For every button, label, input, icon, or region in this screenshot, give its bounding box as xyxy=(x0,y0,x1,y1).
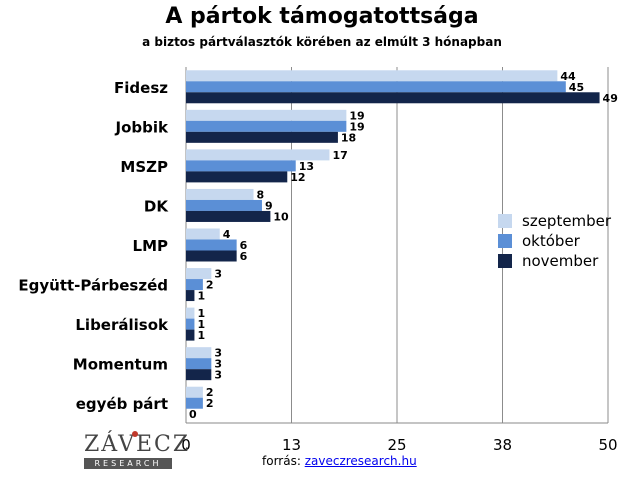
category-label: egyéb párt xyxy=(76,395,168,413)
source-link[interactable]: zaveczresearch.hu xyxy=(304,454,417,468)
legend-swatch xyxy=(498,254,512,268)
data-label: 8 xyxy=(257,188,265,201)
zavecz-research-logo: ZÁVECZ RESEARCH xyxy=(84,431,191,473)
data-label: 3 xyxy=(214,347,222,360)
data-label: 19 xyxy=(349,120,364,133)
data-label: 18 xyxy=(341,131,356,144)
bar xyxy=(186,358,212,370)
bar xyxy=(186,81,566,93)
bar xyxy=(186,92,600,104)
bar xyxy=(186,318,195,330)
bar xyxy=(186,109,347,121)
bar xyxy=(186,70,558,82)
data-label: 17 xyxy=(332,149,347,162)
source-note: forrás: zaveczresearch.hu xyxy=(262,454,417,468)
bar xyxy=(186,149,330,161)
legend-label: november xyxy=(522,252,599,270)
category-label: Fidesz xyxy=(114,79,168,97)
data-label: 19 xyxy=(349,109,364,122)
bar xyxy=(186,290,195,302)
data-label: 10 xyxy=(273,210,289,223)
data-label: 49 xyxy=(603,92,618,105)
bar xyxy=(186,228,220,240)
data-label: 13 xyxy=(299,160,314,173)
bar xyxy=(186,279,203,291)
data-label: 1 xyxy=(197,329,205,342)
legend-label: szeptember xyxy=(522,212,612,230)
data-label: 1 xyxy=(197,318,205,331)
bar xyxy=(186,160,296,172)
bar xyxy=(186,239,237,251)
bar xyxy=(186,171,288,183)
bar xyxy=(186,386,203,398)
logo-dot-icon xyxy=(132,431,138,437)
data-label: 3 xyxy=(214,369,222,382)
data-label: 2 xyxy=(206,386,214,399)
legend-swatch xyxy=(498,214,512,228)
category-label: MSZP xyxy=(120,158,168,176)
data-label: 4 xyxy=(223,228,231,241)
chart-title: A pártok támogatottsága xyxy=(165,4,479,29)
bar xyxy=(186,188,254,200)
bar xyxy=(186,131,338,143)
data-label: 1 xyxy=(197,307,205,320)
data-label: 9 xyxy=(265,199,273,212)
x-tick-label: 25 xyxy=(387,436,406,454)
category-label: DK xyxy=(144,197,169,215)
data-label: 2 xyxy=(206,279,214,292)
data-label: 45 xyxy=(569,81,584,94)
x-tick-label: 13 xyxy=(282,436,301,454)
category-label: Együtt-Párbeszéd xyxy=(18,277,168,295)
bar xyxy=(186,307,195,319)
x-tick-label: 50 xyxy=(598,436,617,454)
bar xyxy=(186,268,212,280)
data-label: 0 xyxy=(189,408,197,421)
bar xyxy=(186,199,262,211)
data-label: 6 xyxy=(240,239,248,252)
source-label: forrás: xyxy=(262,454,301,468)
data-label: 44 xyxy=(560,70,576,83)
bar xyxy=(186,250,237,262)
bar xyxy=(186,369,212,381)
category-label: Liberálisok xyxy=(75,316,169,334)
data-label: 3 xyxy=(214,268,222,281)
bar xyxy=(186,397,203,409)
logo-subtitle: RESEARCH xyxy=(84,458,172,469)
logo-name: ZÁVECZ xyxy=(84,432,191,457)
legend-label: október xyxy=(522,232,581,250)
data-label: 12 xyxy=(290,171,305,184)
data-label: 1 xyxy=(197,290,205,303)
x-tick-label: 38 xyxy=(493,436,512,454)
bar xyxy=(186,210,271,222)
data-label: 3 xyxy=(214,358,222,371)
x-tick-label: 0 xyxy=(181,436,191,454)
data-label: 6 xyxy=(240,250,248,263)
bar xyxy=(186,120,347,132)
category-label: Momentum xyxy=(73,356,168,374)
category-label: Jobbik xyxy=(115,118,170,136)
data-label: 2 xyxy=(206,397,214,410)
bar xyxy=(186,347,212,359)
legend-swatch xyxy=(498,234,512,248)
chart-subtitle: a biztos pártválasztók körében az elmúlt… xyxy=(142,35,502,49)
bar xyxy=(186,329,195,341)
category-label: LMP xyxy=(133,237,168,255)
